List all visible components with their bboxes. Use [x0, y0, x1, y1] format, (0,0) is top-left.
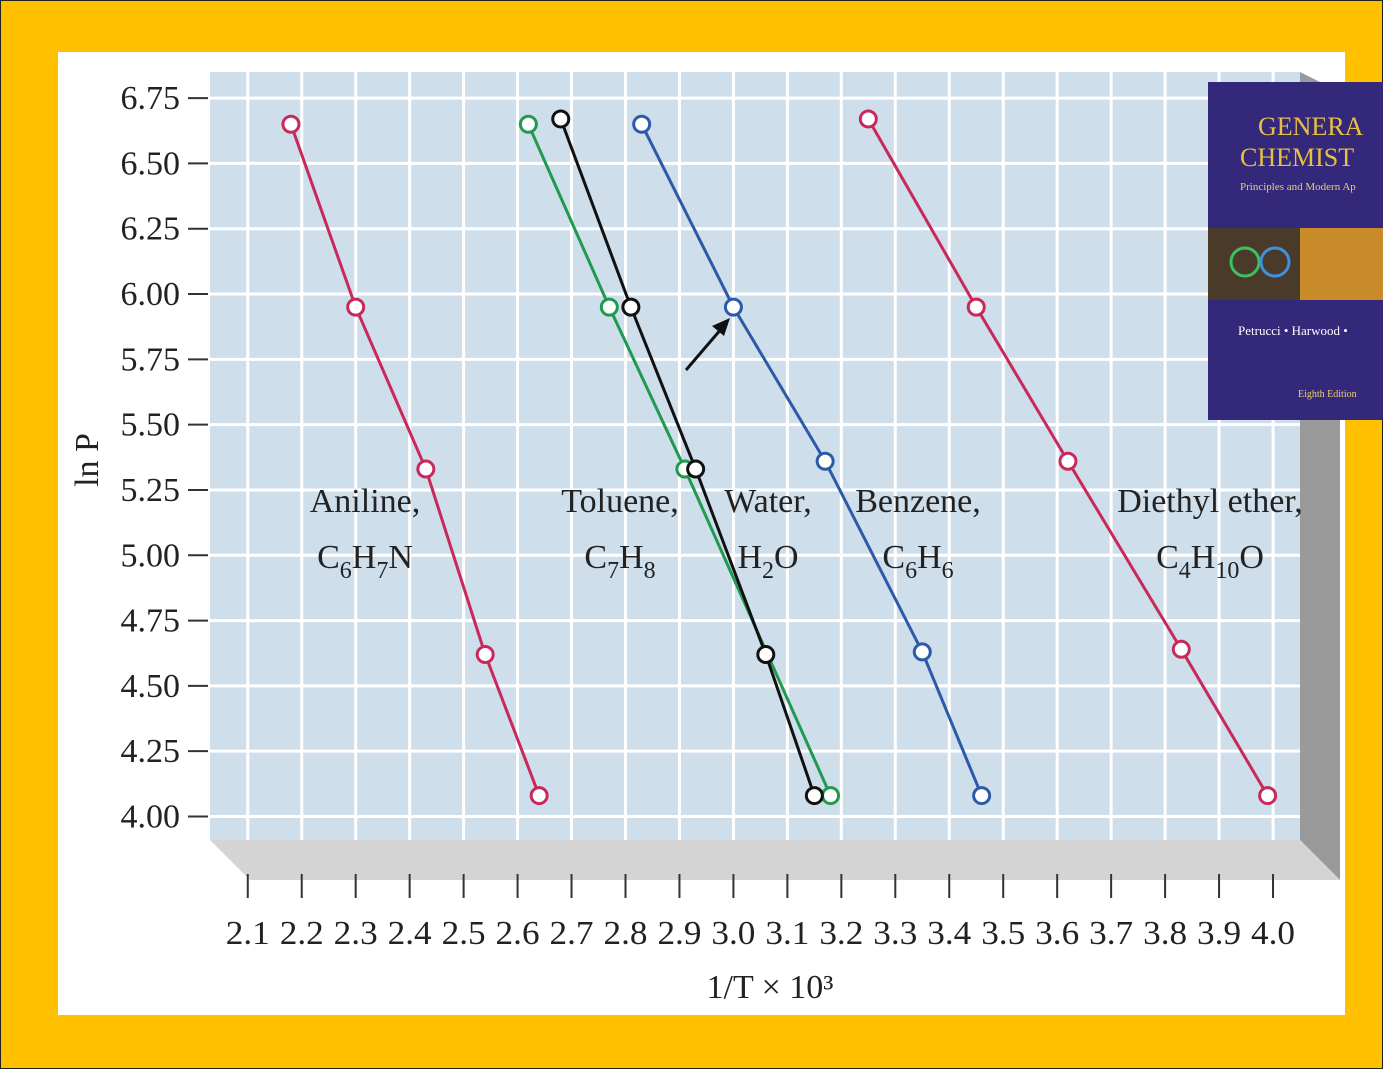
slide: 4.00 4.25 4.50 4.75 5.00 5.25 5.50 5.75 6.00 6.25… — [0, 0, 1383, 1069]
x-tick-label: 3.3 — [873, 915, 917, 952]
x-tick-label: 3.4 — [927, 915, 971, 952]
x-tick-label: 2.3 — [334, 915, 378, 952]
x-tick-label: 2.7 — [550, 915, 594, 952]
point — [634, 116, 650, 132]
series-name: Water, — [724, 483, 811, 520]
point — [1260, 788, 1276, 804]
series-name: Aniline, — [310, 483, 420, 520]
x-tick-label: 2.2 — [280, 915, 324, 952]
x-tick-label: 4.0 — [1251, 915, 1295, 952]
page: 4.00 4.25 4.50 4.75 5.00 5.25 5.50 5.75 6.00 6.25… — [0, 0, 1383, 1069]
y-tick-label: 5.75 — [121, 341, 181, 378]
series-name: Benzene, — [855, 483, 981, 520]
point — [623, 299, 639, 315]
point — [1173, 641, 1189, 657]
point — [477, 647, 493, 663]
y-tick-label: 6.25 — [121, 211, 181, 248]
plot-area — [210, 72, 1300, 840]
x-tick-label: 3.6 — [1035, 915, 1079, 952]
series-name: Diethyl ether, — [1117, 483, 1303, 520]
x-tick-label: 2.4 — [388, 915, 432, 952]
point — [817, 453, 833, 469]
point — [968, 299, 984, 315]
point — [806, 788, 822, 804]
x-tick-label: 3.2 — [819, 915, 863, 952]
y-tick-label: 4.00 — [121, 798, 181, 835]
x-tick-label: 2.9 — [657, 915, 701, 952]
y-tick-label: 6.00 — [121, 276, 181, 313]
point — [531, 788, 547, 804]
x-tick-label: 2.1 — [226, 915, 270, 952]
book-title: GENERA — [1258, 112, 1364, 141]
point — [725, 299, 741, 315]
book-image-flame — [1300, 228, 1383, 300]
point — [601, 299, 617, 315]
x-tick-label: 2.5 — [442, 915, 486, 952]
y-tick-label: 6.75 — [121, 80, 181, 117]
x-tick-label: 3.5 — [981, 915, 1025, 952]
point — [348, 299, 364, 315]
point — [758, 647, 774, 663]
point — [823, 788, 839, 804]
x-tick-label: 3.0 — [711, 915, 755, 952]
x-tick-label: 2.8 — [603, 915, 647, 952]
book-authors: Petrucci • Harwood • — [1238, 323, 1348, 338]
book-subtitle: Principles and Modern Ap — [1240, 181, 1356, 193]
point — [553, 111, 569, 127]
point — [418, 461, 434, 477]
book-edition: Eighth Edition — [1298, 389, 1357, 400]
y-tick-label: 5.00 — [121, 537, 181, 574]
point — [974, 788, 990, 804]
book-cover: GENERA CHEMIST Principles and Modern Ap … — [1208, 82, 1383, 420]
x-tick-label: 3.7 — [1089, 915, 1133, 952]
point — [860, 111, 876, 127]
y-tick-label: 4.25 — [121, 733, 181, 770]
y-tick-label: 5.50 — [121, 407, 181, 444]
x-tick-label: 2.6 — [496, 915, 540, 952]
x-tick-label: 3.9 — [1197, 915, 1241, 952]
point — [520, 116, 536, 132]
y-axis-label: ln P — [69, 433, 106, 487]
y-tick-label: 5.25 — [121, 472, 181, 509]
plot-floor — [210, 840, 1340, 880]
x-tick-label: 3.1 — [765, 915, 809, 952]
series-name: Toluene, — [561, 483, 679, 520]
point — [688, 461, 704, 477]
book-title: CHEMIST — [1240, 143, 1354, 172]
x-axis-label: 1/T × 10³ — [707, 969, 834, 1006]
point — [1060, 453, 1076, 469]
x-tick-label: 3.8 — [1143, 915, 1187, 952]
y-tick-label: 4.75 — [121, 603, 181, 640]
point — [283, 116, 299, 132]
y-tick-label: 4.50 — [121, 668, 181, 705]
point — [914, 644, 930, 660]
y-tick-label: 6.50 — [121, 145, 181, 182]
